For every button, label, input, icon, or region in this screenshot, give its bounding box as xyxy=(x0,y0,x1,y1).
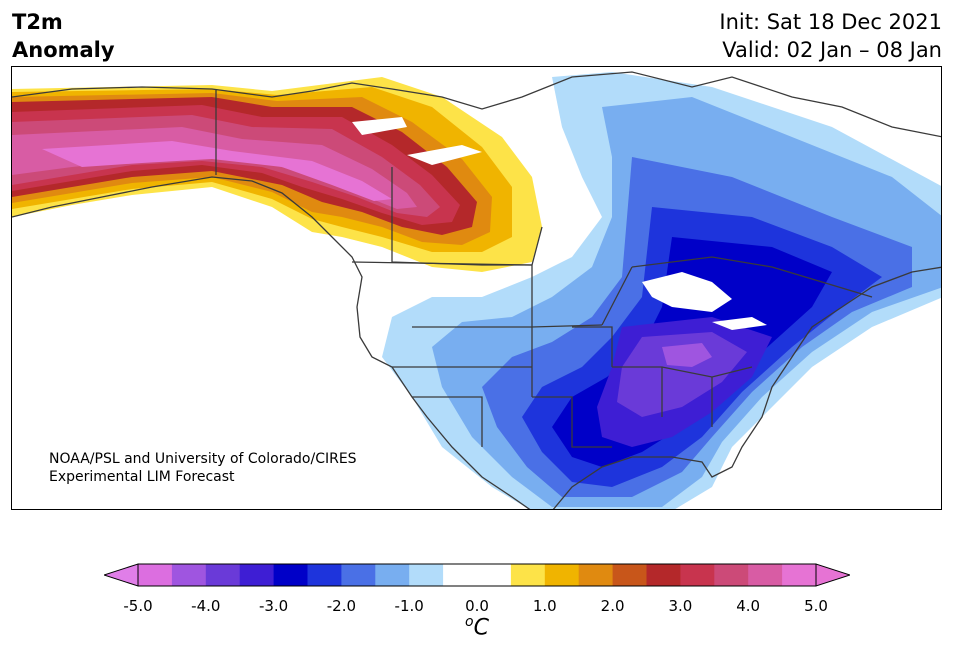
title-line1: T2m xyxy=(12,10,63,34)
colorbar-tick-label: -3.0 xyxy=(258,597,289,615)
credit-line2: Experimental LIM Forecast xyxy=(49,469,235,485)
colorbar-tick-label: -5.0 xyxy=(123,597,153,615)
colorbar-segment xyxy=(714,564,749,586)
colorbar-segment xyxy=(680,564,715,586)
init-date: Init: Sat 18 Dec 2021 xyxy=(719,10,942,34)
colorbar xyxy=(104,563,850,587)
valid-range: Valid: 02 Jan – 08 Jan xyxy=(722,38,942,62)
colorbar-segment xyxy=(341,564,376,586)
colorbar-under-arrow xyxy=(104,563,139,587)
title-line2: Anomaly xyxy=(12,38,115,62)
colorbar-segment xyxy=(612,564,647,586)
colorbar-tick-label: 0.0 xyxy=(465,597,489,615)
map-svg xyxy=(12,67,941,509)
colorbar-tick-label: -2.0 xyxy=(326,597,357,615)
colorbar-segment xyxy=(578,564,614,586)
coastlines-borders xyxy=(12,71,941,509)
unit-label: oC xyxy=(465,614,489,640)
colorbar-segment xyxy=(443,564,478,586)
colorbar-over-arrow xyxy=(815,563,850,587)
unit-super: o xyxy=(465,614,474,630)
colorbar-segment xyxy=(409,564,444,586)
colorbar-tick-label: -1.0 xyxy=(394,597,424,615)
colorbar-segment xyxy=(375,564,410,586)
source-credit: NOAA/PSL and University of Colorado/CIRE… xyxy=(49,450,357,486)
colorbar-tick-label: 4.0 xyxy=(736,597,761,615)
colorbar-segment xyxy=(205,564,241,586)
colorbar-segment xyxy=(239,564,275,586)
colorbar-segment xyxy=(646,564,681,586)
water-bodies xyxy=(352,67,941,330)
colorbar-segment xyxy=(477,564,512,586)
colorbar-tick-label: 2.0 xyxy=(600,597,625,615)
colorbar-segment xyxy=(273,564,308,586)
colorbar-segment xyxy=(307,564,342,586)
colorbar-tick-label: 3.0 xyxy=(668,597,693,615)
colorbar-segment xyxy=(544,564,580,586)
chart-title: T2m Anomaly xyxy=(12,8,115,64)
colorbar-segment xyxy=(782,564,817,586)
colorbar-segment xyxy=(171,564,207,586)
unit-text: C xyxy=(473,615,489,641)
colorbar-tick-label: -4.0 xyxy=(191,597,221,615)
warm-anomaly-region xyxy=(12,77,542,272)
credit-line1: NOAA/PSL and University of Colorado/CIRE… xyxy=(49,451,357,467)
colorbar-segment xyxy=(138,564,173,586)
colorbar-segment xyxy=(748,564,783,586)
colorbar-tick-label: 1.0 xyxy=(532,597,557,615)
anomaly-map xyxy=(11,66,942,510)
date-info: Init: Sat 18 Dec 2021 Valid: 02 Jan – 08… xyxy=(719,8,942,64)
colorbar-segment xyxy=(510,564,546,586)
colorbar-tick-label: 5.0 xyxy=(804,597,828,615)
